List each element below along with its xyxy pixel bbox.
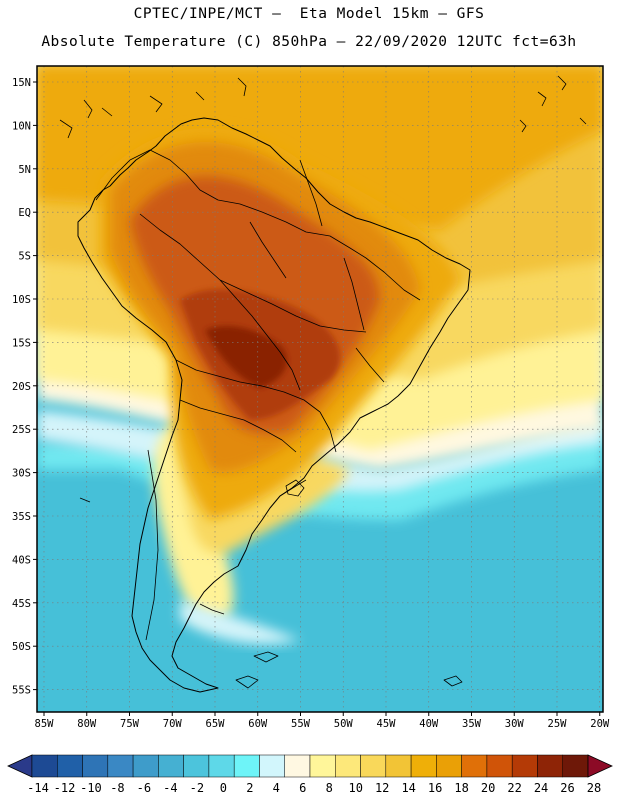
colorbar-label: -6 — [137, 781, 151, 795]
map-title: CPTEC/INPE/MCT – Eta Model 15km – GFS — [133, 6, 485, 22]
colorbar-swatch — [107, 754, 134, 778]
colorbar-swatch — [132, 754, 159, 778]
colorbar-label: 14 — [401, 781, 415, 795]
map-subtitle: Absolute Temperature (C) 850hPa – 22/09/… — [41, 34, 577, 50]
lat-label: EQ — [18, 207, 31, 219]
lon-label: 75W — [120, 718, 140, 730]
colorbar-label: 22 — [507, 781, 521, 795]
coastline — [59, 75, 587, 693]
colorbar-swatch — [436, 754, 462, 778]
lat-label: 30S — [12, 468, 31, 480]
colorbar-swatch — [309, 754, 336, 778]
colorbar-label: 16 — [428, 781, 442, 795]
colorbar-label: 28 — [587, 781, 601, 795]
lon-label: 35W — [462, 718, 482, 730]
colorbar-swatch — [562, 754, 589, 778]
lat-label: 10N — [12, 120, 31, 132]
axis-ticks: 85W 80W 75W 70W 65W 60W 55W 50W 45W 40W 35W 30W 25W 2… — [12, 77, 610, 730]
colorbar-under-arrow — [7, 754, 33, 778]
colorbar-swatch — [335, 754, 361, 778]
colorbar-label: 18 — [454, 781, 468, 795]
colorbar-label: -4 — [163, 781, 177, 795]
lon-label: 25W — [548, 718, 568, 730]
colorbar-swatch — [360, 754, 387, 778]
colorbar-swatch — [158, 754, 184, 778]
lon-label: 50W — [334, 718, 354, 730]
colorbar-label: 26 — [560, 781, 574, 795]
lat-label: 10S — [12, 294, 31, 306]
lon-label: 30W — [505, 718, 525, 730]
colorbar-label: 20 — [481, 781, 495, 795]
map-frame — [36, 65, 604, 713]
lon-label: 80W — [77, 718, 97, 730]
colorbar-swatch — [183, 754, 210, 778]
lat-label: 25S — [12, 424, 31, 436]
colorbar-label: 12 — [375, 781, 389, 795]
colorbar: -14 -12 -10 -8 -6 -4 -2 0 2 4 6 8 10 12 14 16 18 20 22 24 26… — [7, 754, 613, 795]
colorbar-swatch — [82, 754, 109, 778]
lat-label: 15N — [12, 77, 31, 89]
colorbar-label: -8 — [110, 781, 124, 795]
lon-label: 20W — [590, 718, 610, 730]
colorbar-swatch — [385, 754, 412, 778]
colorbar-label: 6 — [299, 781, 306, 795]
colorbar-label: 8 — [326, 781, 333, 795]
colorbar-swatch — [511, 754, 538, 778]
lon-label: 45W — [377, 718, 397, 730]
colorbar-over-arrow — [587, 754, 613, 778]
colorbar-swatch — [31, 754, 58, 778]
lon-label: 40W — [419, 718, 439, 730]
colorbar-swatch — [410, 754, 437, 778]
lon-label: 65W — [206, 718, 226, 730]
colorbar-label: 2 — [246, 781, 253, 795]
colorbar-label: 24 — [534, 781, 548, 795]
colorbar-label: -10 — [80, 781, 102, 795]
colorbar-label: 0 — [220, 781, 227, 795]
colorbar-swatch — [233, 754, 260, 778]
lat-label: 40S — [12, 554, 31, 566]
temperature-field — [37, 66, 603, 712]
colorbar-label: 4 — [273, 781, 280, 795]
lat-label: 15S — [12, 337, 31, 349]
lon-label: 85W — [35, 718, 55, 730]
lat-label: 5S — [18, 251, 31, 263]
colorbar-swatch — [284, 754, 311, 778]
lat-label: 5N — [18, 164, 31, 176]
colorbar-swatch — [259, 754, 285, 778]
lat-label: 35S — [12, 511, 31, 523]
lat-label: 45S — [12, 598, 31, 610]
colorbar-swatch — [537, 754, 563, 778]
colorbar-label: -14 — [27, 781, 49, 795]
colorbar-swatch — [208, 754, 235, 778]
lon-label: 70W — [163, 718, 183, 730]
colorbar-swatch — [486, 754, 513, 778]
lat-label: 50S — [12, 641, 31, 653]
colorbar-label: -12 — [54, 781, 76, 795]
colorbar-label: -2 — [190, 781, 204, 795]
lat-label: 55S — [12, 685, 31, 697]
lat-label: 20S — [12, 381, 31, 393]
lon-label: 60W — [248, 718, 268, 730]
colorbar-label: 10 — [348, 781, 362, 795]
colorbar-swatch — [57, 754, 83, 778]
colorbar-swatch — [461, 754, 488, 778]
lon-label: 55W — [291, 718, 311, 730]
